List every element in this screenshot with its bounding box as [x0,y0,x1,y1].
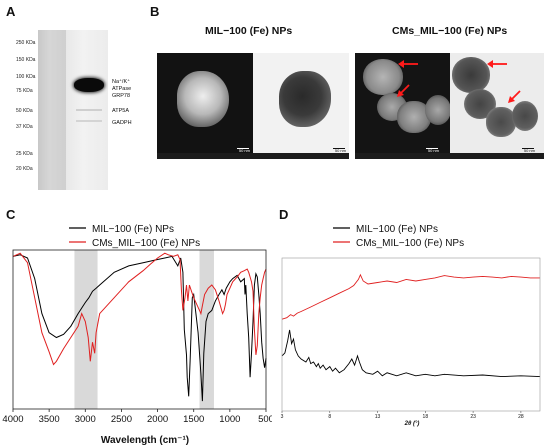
red-arrow-icon [397,57,419,71]
xrd-legend: MIL−100 (Fe) NPs CMs_MIL−100 (Fe) NPs [333,224,464,249]
xrd-x-tick-label: 3 [281,414,284,420]
mw-label-20: 20 KDa [16,166,33,172]
tem-info-bar [253,153,349,159]
mw-label-50: 50 KDa [16,108,33,114]
ftir-x-tick-label: 4000 [2,414,23,425]
xrd-chart: MIL−100 (Fe) NPs CMs_MIL−100 (Fe) NPs 3 8… [281,224,541,427]
ftir-x-tick-label: 1500 [183,414,204,425]
xrd-series-cms [281,273,540,320]
mw-label-100: 100 KDa [16,74,36,80]
band-atp5a [76,109,102,111]
xrd-x-tick-label: 18 [423,414,429,420]
tem-image-cms-brightfield: 50 nm [450,53,544,159]
scale-bar [333,147,345,149]
ftir-legend: MIL−100 (Fe) NPs CMs_MIL−100 (Fe) NPs [69,224,200,249]
tem-image-cms-darkfield: 50 nm [355,53,450,159]
legend-label-mil100: MIL−100 (Fe) NPs [356,224,438,235]
scale-bar-label: 50 nm [334,148,346,153]
tem-image-mil100-brightfield: 50 nm [253,53,349,159]
band-na-k-atpase [74,78,104,92]
xrd-plot-area: 3 8 13 18 23 28 [281,257,541,420]
legend-label-cms: CMs_MIL−100 (Fe) NPs [92,238,200,249]
nanoparticle [425,95,450,125]
band-label-atp5a: ATP5A [112,108,130,114]
band-gadph [76,120,102,122]
xrd-plot-frame [281,257,541,412]
nanoparticle [452,57,490,93]
ftir-plot-area: 4000 3500 3000 2500 2000 1500 1000 500 [2,249,272,425]
scale-bar [522,147,534,149]
ftir-x-tick-label: 500 [258,414,272,425]
red-arrow-icon [395,83,411,99]
ftir-x-axis-label: Wavelength (cm⁻¹) [101,435,189,446]
ftir-series-cms [12,252,267,366]
nanoparticle [512,101,538,131]
band-label-na-k: Na⁺/K⁺ [112,79,131,85]
western-blot-image [38,30,108,190]
scale-bar-label: 50 nm [427,148,439,153]
nanoparticle [486,107,516,137]
panel-c-letter: C [6,207,16,222]
legend-label-cms: CMs_MIL−100 (Fe) NPs [356,238,464,249]
shaded-region-0 [74,250,98,409]
nanoparticle [177,71,229,127]
ftir-series-mil100 [12,254,267,402]
legend-label-mil100: MIL−100 (Fe) NPs [92,224,174,235]
scale-bar-label: 50 nm [523,148,535,153]
nanoparticle [363,59,403,95]
ftir-x-tick-label: 3000 [75,414,96,425]
band-label-atpase: ATPase [112,86,132,92]
xrd-x-tick-label: 13 [375,414,381,420]
panel-a-letter: A [6,4,16,19]
ftir-chart: MIL−100 (Fe) NPs CMs_MIL−100 (Fe) NPs 40… [2,224,272,446]
ftir-x-tick-label: 3500 [39,414,60,425]
mw-label-25: 25 KDa [16,151,33,157]
ftir-x-tick-label: 2500 [111,414,132,425]
band-label-grp78: GRP78 [112,93,131,99]
tem-info-bar [355,153,450,159]
band-label-gadph: GADPH [112,120,132,126]
mw-label-150: 150 KDa [16,57,36,63]
scale-bar-label: 50 nm [238,148,250,153]
mw-label-250: 250 KDa [16,40,36,46]
tem-image-mil100-darkfield: 50 nm [157,53,253,159]
tem-info-bar [450,153,544,159]
ftir-x-tick-label: 1000 [219,414,240,425]
mw-label-37: 37 KDa [16,124,33,130]
xrd-x-tick-label: 23 [470,414,476,420]
scale-bar [237,147,249,149]
xrd-series-mil100 [281,329,541,378]
panel-d-letter: D [279,207,289,222]
tem-title-cms-mil100: CMs_MIL−100 (Fe) NPs [392,25,508,37]
ladder-lane [38,30,66,190]
red-arrow-icon [486,57,508,71]
nanoparticle [279,71,331,127]
panel-b-letter: B [150,4,160,19]
xrd-x-tick-label: 28 [518,414,524,420]
scale-bar [426,147,438,149]
xrd-x-tick-label: 8 [328,414,331,420]
ftir-plot-frame [12,249,267,410]
ftir-x-tick-label: 2000 [147,414,168,425]
mw-label-75: 75 KDa [16,88,33,94]
red-arrow-icon [506,89,522,105]
tem-info-bar [157,153,253,159]
xrd-x-axis-label: 2θ (°) [404,421,420,427]
tem-title-mil100: MIL−100 (Fe) NPs [205,25,293,37]
